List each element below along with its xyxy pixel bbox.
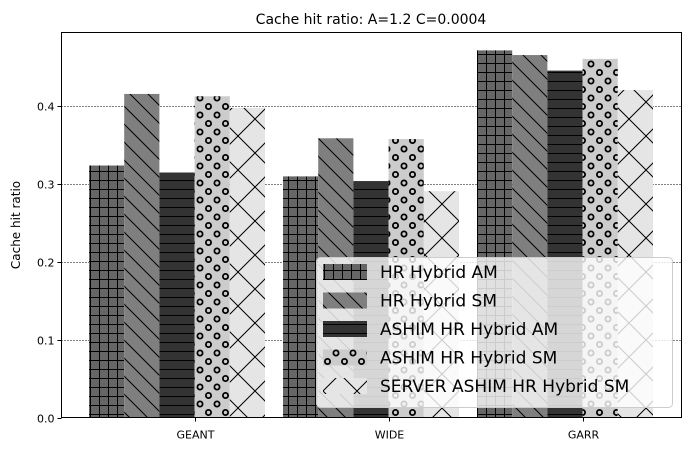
legend-label: ASHIM HR Hybrid AM xyxy=(380,320,558,340)
bar xyxy=(159,172,195,418)
y-axis-label: Cache hit ratio xyxy=(9,181,23,269)
legend-swatch xyxy=(323,292,367,309)
bar xyxy=(89,165,125,418)
y-tick-label: 0.3 xyxy=(37,179,55,192)
axis-ticks: 0.0 0.1 0.2 0.3 0.4 GEANT WIDE GARR xyxy=(37,101,600,442)
plot-frame xyxy=(61,32,682,418)
y-tick-label: 0.4 xyxy=(37,101,55,114)
legend-label: HR Hybrid SM xyxy=(380,292,497,312)
bars xyxy=(89,50,653,418)
legend-label: SERVER ASHIM HR Hybrid SM xyxy=(380,377,629,397)
bar xyxy=(283,176,319,418)
bar xyxy=(124,93,160,418)
legend-swatch xyxy=(323,264,367,280)
legend-swatch xyxy=(323,321,367,337)
x-tick-label: GEANT xyxy=(177,429,215,442)
legend-swatch xyxy=(323,378,367,394)
legend-box xyxy=(316,257,673,408)
y-tick-label: 0.0 xyxy=(37,413,55,426)
legend-label: ASHIM HR Hybrid SM xyxy=(380,349,557,369)
y-tick-label: 0.1 xyxy=(37,335,55,348)
legend: HR Hybrid AM HR Hybrid SM ASHIM HR Hybrid … xyxy=(316,257,673,408)
y-tick-label: 0.2 xyxy=(37,257,55,270)
legend-swatch xyxy=(323,349,367,366)
bar xyxy=(229,107,265,418)
x-tick-label: GARR xyxy=(568,429,600,442)
x-tick-label: WIDE xyxy=(375,429,405,442)
legend-label: HR Hybrid AM xyxy=(380,263,498,283)
chart-title: Cache hit ratio: A=1.2 C=0.0004 xyxy=(256,12,487,28)
bar xyxy=(194,96,230,418)
